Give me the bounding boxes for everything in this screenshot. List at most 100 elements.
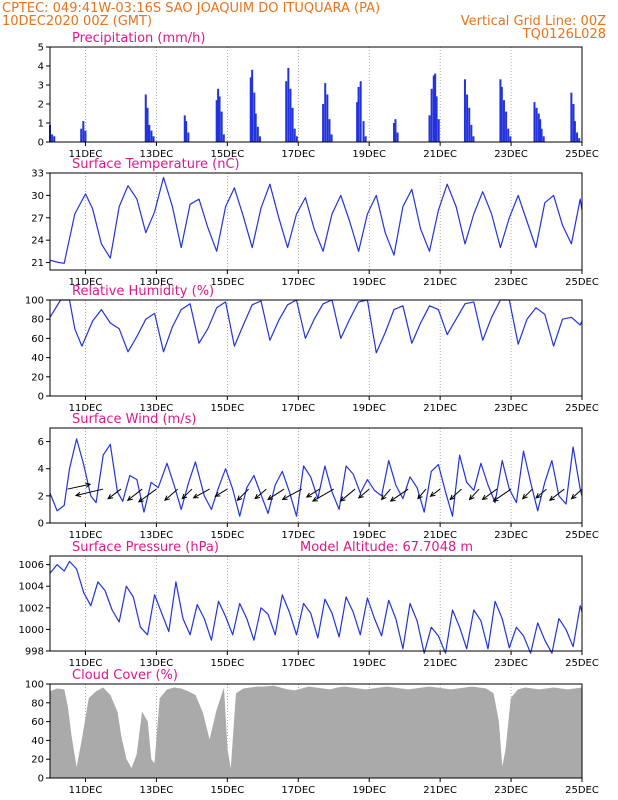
precip-bar: [289, 88, 292, 142]
precip-bar: [324, 83, 327, 142]
wind-vector: [390, 488, 409, 502]
y-tick-label: 0: [38, 519, 44, 530]
temperature-panel: 21 24 27 30 33 11DEC 13DEC 15DEC 17DEC 19DEC 21DEC…: [31, 157, 599, 288]
y-tick-label: 1004: [19, 582, 44, 593]
precip-bar: [573, 121, 576, 142]
x-tick-label: 19DEC: [352, 530, 386, 541]
wind-vector: [181, 488, 193, 500]
x-tick-label: 13DEC: [140, 277, 174, 288]
wind-vector: [571, 488, 583, 500]
wind-vector: [358, 488, 370, 499]
wind-arrowhead: [449, 494, 456, 501]
x-tick-label: 17DEC: [281, 403, 315, 414]
x-tick-label: 23DEC: [494, 403, 528, 414]
x-tick-label: 19DEC: [352, 149, 386, 160]
precip-bar: [570, 92, 573, 142]
precip-bar: [572, 104, 575, 142]
precip-bar: [437, 119, 440, 142]
y-tick-label: 100: [25, 296, 44, 307]
wind-arrowhead: [137, 497, 144, 503]
x-tick-label: 11DEC: [69, 785, 103, 796]
x-tick-label: 15DEC: [210, 403, 244, 414]
wind-arrowhead: [481, 494, 488, 501]
x-tick-label: 15DEC: [210, 785, 244, 796]
run-date: 10DEC2020 00Z (GMT): [2, 14, 152, 29]
y-tick-label: 20: [31, 755, 44, 766]
cloud-cover-area: [49, 685, 583, 779]
precip-bar: [249, 77, 252, 142]
plot-frame: [49, 172, 583, 271]
x-tick-label: 21DEC: [423, 403, 457, 414]
wind-vector: [312, 488, 334, 502]
wind-arrowhead: [214, 491, 221, 497]
y-tick-label: 0: [38, 774, 44, 785]
precip-bar: [330, 134, 333, 142]
wind-vector: [522, 488, 533, 500]
y-tick-label: 40: [31, 736, 44, 747]
series-line: [49, 299, 583, 354]
precip-bar: [291, 107, 294, 142]
x-tick-label: 17DEC: [281, 530, 315, 541]
x-tick-label: 15DEC: [210, 149, 244, 160]
station-header: CPTEC: 049:41W-03:16S SAO JOAQUIM DO ITU…: [2, 1, 380, 16]
wind-panel: 0 2 4 6 11DEC 13DEC 15DEC 17DEC 19DEC 21DEC 23DEC 2…: [38, 412, 599, 541]
wind-vector: [138, 488, 157, 503]
precip-bar: [535, 107, 538, 142]
precip-bar: [326, 94, 329, 142]
x-tick-label: 19DEC: [352, 403, 386, 414]
y-tick-label: 3: [38, 81, 44, 92]
precip-bar: [472, 136, 475, 142]
wind-vector: [449, 488, 462, 500]
precip-bar: [393, 123, 396, 142]
y-tick-label: 0: [38, 138, 44, 149]
precip-bar: [53, 136, 56, 142]
y-tick-label: 60: [31, 717, 44, 728]
precip-bar: [540, 128, 543, 142]
wind-vector: [482, 488, 498, 500]
precip-bar: [537, 113, 540, 142]
y-tick-label: 24: [31, 236, 44, 247]
wind-arrowhead: [236, 495, 243, 502]
precip-bar: [293, 128, 296, 142]
precip-bar: [539, 119, 542, 142]
y-tick-label: 1002: [19, 603, 44, 614]
y-tick-label: 21: [31, 258, 44, 269]
precip-bar: [396, 132, 399, 142]
precip-bar: [215, 100, 218, 142]
wind-arrowhead: [380, 494, 387, 501]
pressure-panel: 998 1000 1002 1004 1006 11DEC 13DEC 15DEC 17DEC 1…: [19, 540, 599, 669]
y-tick-label: 1006: [19, 560, 44, 571]
wind-arrowhead: [192, 493, 199, 499]
precip-bar: [51, 134, 54, 142]
precip-bar: [287, 67, 290, 142]
humidity-panel: 0 20 40 60 80 100 11DEC 13DEC 15DEC 17DEC 19DEC 21D…: [25, 284, 599, 414]
y-tick-label: 80: [31, 698, 44, 709]
wind-arrowhead: [548, 495, 555, 501]
series-line: [49, 438, 583, 517]
precip-bar: [359, 81, 362, 142]
x-tick-label: 21DEC: [423, 658, 457, 669]
precip-bar: [463, 79, 466, 142]
wind-arrowhead: [181, 493, 188, 500]
precip-bar: [362, 121, 365, 142]
precip-bar: [357, 86, 360, 142]
precip-bar: [218, 96, 221, 142]
x-tick-label: 11DEC: [69, 530, 103, 541]
x-tick-label: 11DEC: [69, 658, 103, 669]
plot-frame: [49, 427, 583, 524]
grid-line-note: Vertical Grid Line: 00Z: [461, 14, 606, 29]
wind-vector: [75, 488, 104, 496]
x-tick-label: 17DEC: [281, 658, 315, 669]
y-tick-label: 33: [31, 169, 44, 180]
panel-title: Surface Temperature (nC): [72, 157, 240, 172]
precip-bar: [150, 130, 153, 142]
x-tick-label: 23DEC: [494, 785, 528, 796]
y-tick-label: 60: [31, 334, 44, 345]
precip-bar: [80, 128, 83, 142]
precip-bar: [356, 102, 359, 142]
wind-arrowhead: [164, 495, 170, 502]
precip-bar: [502, 100, 505, 142]
precipitation-panel: 0 1 2 3 4 5 11DEC 13DEC 15DEC 17DEC 19DEC 21DEC 23DE…: [38, 31, 599, 160]
x-tick-label: 21DEC: [423, 530, 457, 541]
precip-bar: [542, 136, 545, 142]
